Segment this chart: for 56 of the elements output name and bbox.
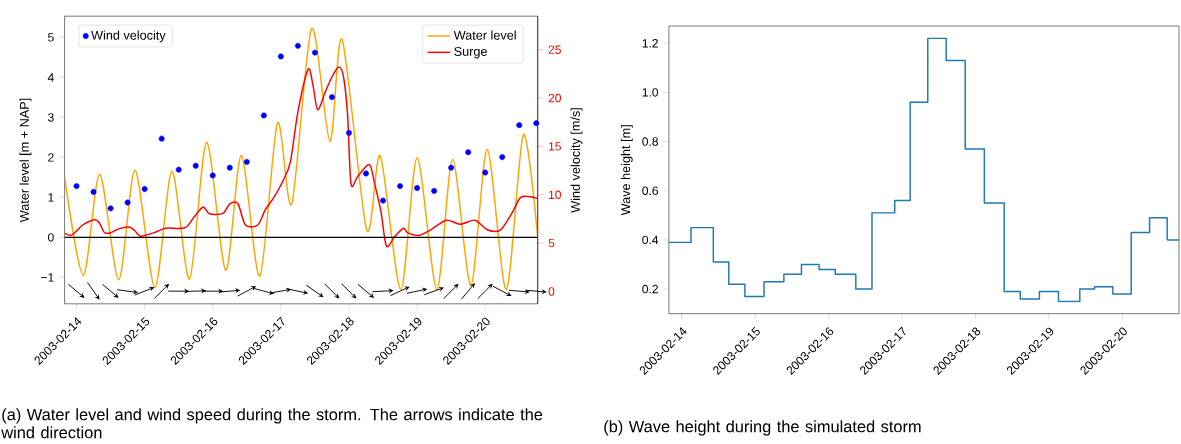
point xyxy=(277,53,284,60)
legend-label: Water level xyxy=(453,30,516,40)
point xyxy=(380,197,386,204)
y-tick-label: 0.8 xyxy=(642,137,658,146)
point xyxy=(346,129,352,136)
point xyxy=(107,205,114,212)
y-tick-label: 5 xyxy=(48,33,54,42)
point xyxy=(192,162,199,169)
y2-tick-label: 15 xyxy=(549,142,561,151)
point xyxy=(329,94,335,101)
point xyxy=(124,199,131,206)
point xyxy=(431,187,438,194)
legend-label: Surge xyxy=(454,46,487,59)
y2-tick-label: 25 xyxy=(548,45,561,54)
point xyxy=(158,135,165,142)
y-tick-label: 1.0 xyxy=(642,88,659,97)
point xyxy=(260,112,267,119)
y2-tick-label: 20 xyxy=(548,93,561,103)
point xyxy=(294,42,301,49)
y2-axis-title: Wind velocity [m/s] xyxy=(570,108,583,213)
point xyxy=(465,149,472,156)
legend-label: Wind velocity xyxy=(91,30,166,43)
y-axis-title: Wave height [m] xyxy=(620,125,633,216)
point xyxy=(414,185,421,191)
point xyxy=(363,170,369,177)
line-series xyxy=(64,66,538,247)
point xyxy=(482,169,489,176)
y-tick-label: 4 xyxy=(47,73,54,82)
y2-tick-label: 5 xyxy=(548,238,555,248)
point xyxy=(311,49,318,56)
y-tick-label: 0 xyxy=(47,233,54,242)
point xyxy=(243,158,250,165)
y-tick-label: 0.6 xyxy=(642,186,658,195)
y-tick-label: 1 xyxy=(48,193,54,202)
y-tick-label: 0.2 xyxy=(642,284,658,294)
point xyxy=(90,188,97,195)
text: (a) Water level and wind speed during the storm. The arrows indicate the wind direction xyxy=(1,408,543,439)
y-tick-label: 0.4 xyxy=(642,235,659,245)
point xyxy=(499,154,506,160)
point xyxy=(397,183,403,190)
point xyxy=(175,166,182,173)
point xyxy=(141,186,148,192)
y2-tick-label: 10 xyxy=(549,190,561,200)
y2-tick-label: 0 xyxy=(548,287,555,296)
y-tick-label: 2 xyxy=(48,153,54,162)
point xyxy=(226,164,233,171)
point xyxy=(533,120,540,127)
y-axis-title: Water level [m + NAP] xyxy=(19,98,32,223)
point xyxy=(209,172,216,179)
point xyxy=(73,183,80,190)
point xyxy=(448,164,455,171)
text: (b) Wave height during the simulated storm xyxy=(604,420,921,436)
point xyxy=(516,122,523,129)
y-tick-label: 3 xyxy=(47,113,54,122)
y-tick-label: −1 xyxy=(41,273,54,282)
y-tick-label: 1.2 xyxy=(642,39,658,48)
